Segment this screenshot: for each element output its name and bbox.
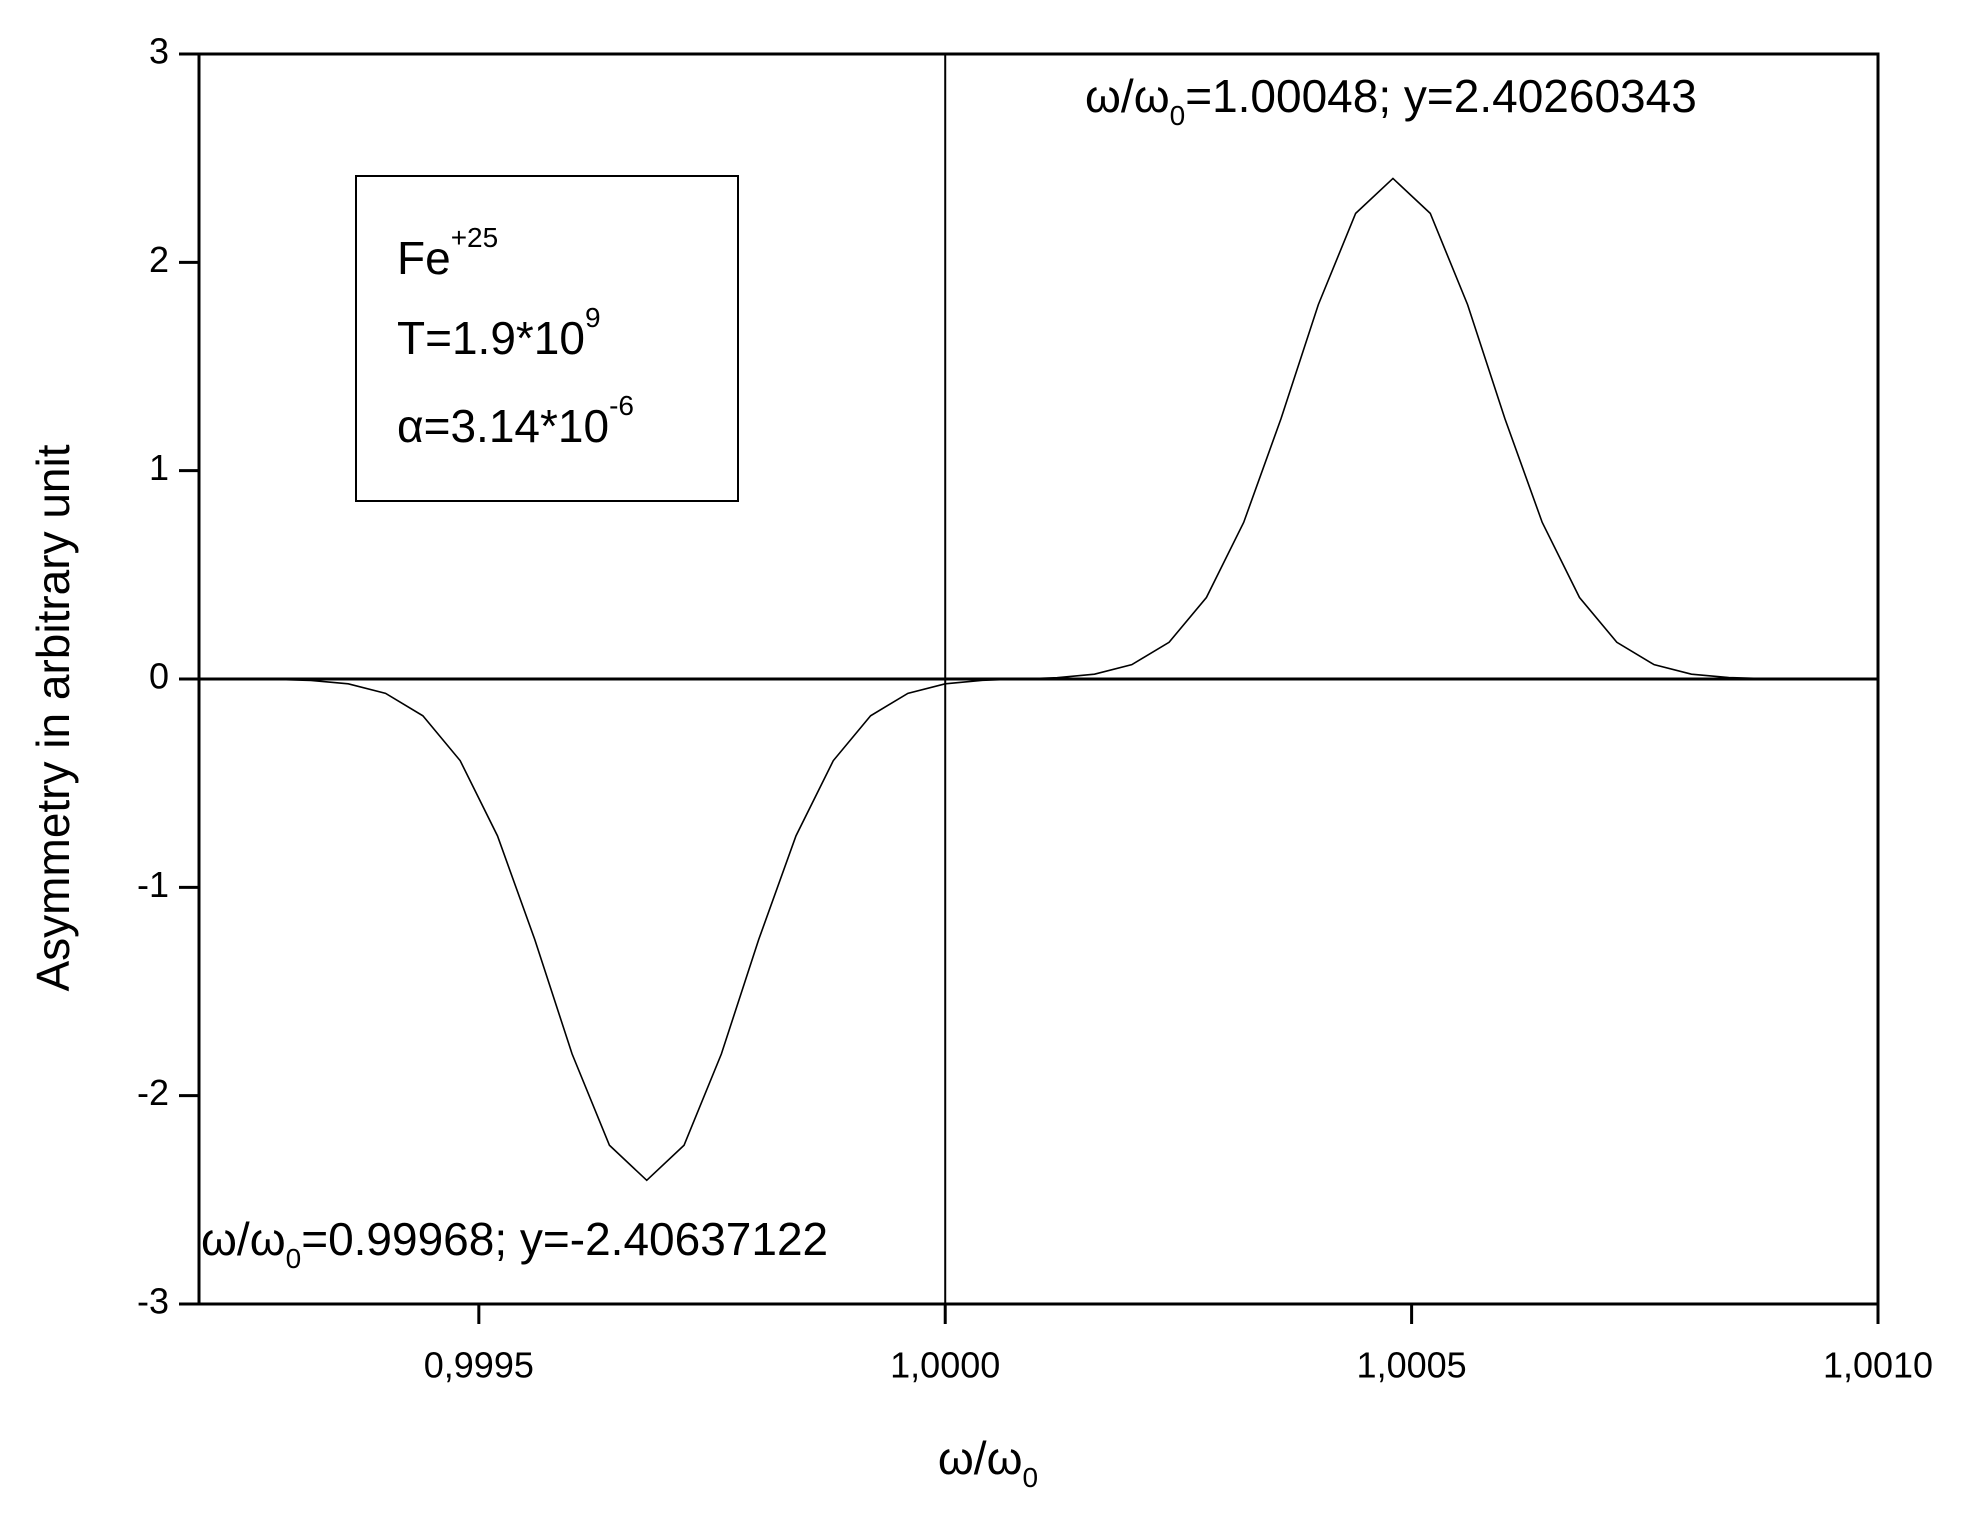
y-tick-label: -2 bbox=[137, 1072, 169, 1113]
x-tick-label: 0,9995 bbox=[424, 1345, 534, 1386]
data-line bbox=[273, 177, 1767, 1182]
annotation-text: =1.00048; y=2.40260343 bbox=[1185, 70, 1697, 122]
info-text: α=3.14*10 bbox=[397, 400, 609, 452]
info-text: Fe bbox=[397, 232, 451, 284]
y-tick-label: -1 bbox=[137, 864, 169, 905]
annotation-text: =0.99968; y=-2.40637122 bbox=[301, 1213, 828, 1265]
y-tick-label: -3 bbox=[137, 1281, 169, 1322]
x-label-text: ω/ω bbox=[938, 1432, 1023, 1484]
annotation-text: ω/ω bbox=[1085, 70, 1170, 122]
annotation: ω/ω0=1.00048; y=2.40260343 bbox=[1085, 70, 1697, 131]
info-sup: 9 bbox=[585, 302, 601, 333]
y-tick-label: 3 bbox=[149, 31, 169, 72]
annotation-sub: 0 bbox=[1170, 100, 1186, 131]
info-line: T=1.9*109 bbox=[397, 302, 601, 364]
x-tick-label: 1,0000 bbox=[890, 1345, 1000, 1386]
info-sup: +25 bbox=[451, 222, 499, 253]
info-line: α=3.14*10-6 bbox=[397, 390, 634, 452]
annotation-sub: 0 bbox=[286, 1243, 302, 1274]
x-axis-label: ω/ω0 bbox=[938, 1432, 1038, 1493]
y-axis-label: Asymmetry in arbitrary unit bbox=[27, 444, 79, 991]
x-tick-label: 1,0005 bbox=[1357, 1345, 1467, 1386]
x-label-sub: 0 bbox=[1023, 1462, 1039, 1493]
info-line: Fe+25 bbox=[397, 222, 498, 284]
annotation: ω/ω0=0.99968; y=-2.40637122 bbox=[201, 1213, 828, 1274]
info-text: T=1.9*10 bbox=[397, 312, 585, 364]
annotation-text: ω/ω bbox=[201, 1213, 286, 1265]
y-tick-label: 2 bbox=[149, 239, 169, 280]
y-tick-label: 1 bbox=[149, 447, 169, 488]
info-sup: -6 bbox=[609, 390, 634, 421]
y-tick-label: 0 bbox=[149, 656, 169, 697]
info-box bbox=[355, 175, 739, 502]
x-tick-label: 1,0010 bbox=[1823, 1345, 1933, 1386]
